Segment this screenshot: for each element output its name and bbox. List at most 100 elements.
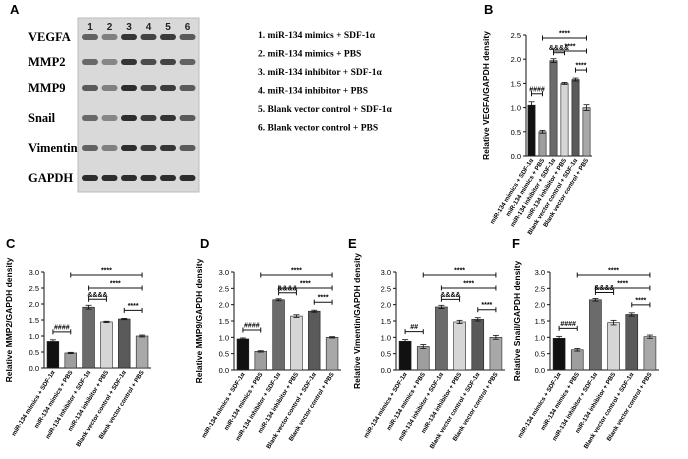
- bar: [118, 318, 131, 369]
- legend-item: 1. miR-134 mimics + SDF-1α: [258, 31, 376, 41]
- significance-label: ****: [559, 31, 570, 38]
- blot-protein-label: MMP9: [28, 81, 65, 95]
- significance-label: ####: [529, 86, 545, 93]
- blot-band: [101, 34, 118, 40]
- y-tick-label: 0.5: [511, 128, 521, 137]
- y-axis-label: Relative Snail/GAPDH density: [512, 261, 522, 382]
- significance-label: ****: [454, 268, 465, 275]
- blot-band: [160, 115, 176, 121]
- blot-bands: [82, 34, 196, 181]
- bar: [552, 338, 566, 371]
- significance-label: ####: [244, 322, 260, 329]
- bar: [549, 60, 558, 157]
- bar: [643, 336, 657, 371]
- blot-band: [179, 145, 196, 151]
- significance-label: ****: [463, 281, 474, 288]
- significance-label: ####: [54, 324, 70, 331]
- y-tick-label: 2.5: [511, 31, 521, 40]
- blot-lane-number: 6: [185, 22, 191, 33]
- bar: [435, 306, 448, 371]
- bar: [453, 321, 466, 371]
- y-axis-label: Relative Vimentin/GAPDH density: [352, 253, 362, 389]
- panel-label-e: E: [348, 236, 357, 251]
- bar: [607, 322, 620, 371]
- significance-label: ****: [481, 302, 492, 309]
- legend-item: 3. miR-134 inhibitor + SDF-1α: [258, 68, 382, 78]
- bar: [589, 299, 602, 371]
- panel-label-d: D: [200, 236, 209, 251]
- y-tick-label: 3.0: [381, 268, 391, 277]
- legend-item: 4. miR-134 inhibitor + PBS: [258, 87, 368, 97]
- blot-protein-label: Vimentin: [28, 141, 78, 155]
- bar: [254, 351, 267, 371]
- significance-label: ****: [565, 44, 576, 51]
- y-tick-label: 3.0: [219, 268, 229, 277]
- y-tick-label: 0.0: [535, 366, 545, 375]
- y-axis-label: Relative MMP2/GAPDH density: [4, 257, 14, 382]
- significance-label: ****: [617, 281, 628, 288]
- y-tick-label: 3.0: [535, 268, 545, 277]
- y-tick-label: 0.0: [219, 366, 229, 375]
- blot-band: [179, 59, 196, 65]
- bar: [538, 131, 547, 157]
- significance-label: ****: [635, 297, 646, 304]
- y-tick-label: 1.0: [511, 104, 521, 113]
- blot-band: [179, 175, 196, 181]
- y-tick-label: 1.0: [29, 332, 39, 341]
- treatment-legend: 1. miR-134 mimics + SDF-1α 2. miR-134 mim…: [258, 31, 393, 134]
- y-tick-label: 0.5: [535, 350, 545, 359]
- chart-panel-b: 0.0 0.5 1.0 1.5 2.0 2.5 Relative VEGFA/GAPDH d…: [481, 31, 592, 236]
- blot-band: [82, 85, 98, 91]
- legend-item: 2. miR-134 mimics + PBS: [258, 50, 361, 60]
- y-tick-label: 1.5: [29, 316, 39, 325]
- y-tick-label: 2.5: [29, 284, 39, 293]
- significance-label: ####: [560, 321, 576, 328]
- blot-band: [82, 115, 98, 121]
- bar: [272, 299, 285, 371]
- blot-band: [121, 34, 137, 40]
- significance-label: &&&&: [87, 292, 107, 299]
- bar: [290, 315, 303, 371]
- y-tick-label: 1.5: [535, 317, 545, 326]
- y-tick-label: 1.0: [535, 333, 545, 342]
- significance-label: &&&&: [277, 285, 297, 292]
- western-blot: 1 2 3 4 5 6 VEGFA MMP2 MMP9 Snail Vimentin GAPDH: [28, 17, 200, 193]
- blot-band: [121, 115, 137, 121]
- blot-band: [179, 115, 196, 121]
- blot-band: [140, 115, 157, 121]
- blot-band: [160, 175, 176, 181]
- y-tick-label: 2.0: [535, 301, 545, 310]
- bar: [489, 337, 503, 371]
- blot-band: [101, 175, 118, 181]
- significance-label: &&&&: [440, 292, 460, 299]
- blot-band: [140, 145, 157, 151]
- blot-protein-labels: VEGFA MMP2 MMP9 Snail Vimentin GAPDH: [28, 30, 78, 185]
- y-tick-label: 3.0: [29, 268, 39, 277]
- blot-lane-number: 5: [165, 22, 171, 33]
- y-tick-label: 1.0: [219, 333, 229, 342]
- legend-item: 5. Blank vector control + SDF-1α: [258, 105, 393, 115]
- blot-band: [101, 59, 118, 65]
- blot-lane-number: 3: [126, 22, 132, 33]
- y-tick-label: 0.0: [29, 364, 39, 373]
- y-axis-label: Relative MMP9/GAPDH density: [194, 258, 204, 383]
- bar: [46, 341, 60, 369]
- significance-label: &&&&: [549, 45, 569, 52]
- bar: [560, 83, 569, 157]
- bar: [416, 346, 430, 371]
- significance-label: ****: [101, 268, 112, 275]
- y-tick-label: 0.5: [219, 350, 229, 359]
- significance-label: ****: [110, 281, 121, 288]
- blot-lane-number: 2: [107, 22, 113, 33]
- significance-label: ****: [576, 63, 587, 70]
- blot-band: [121, 145, 137, 151]
- blot-band: [140, 85, 157, 91]
- y-tick-label: 0.5: [29, 348, 39, 357]
- blot-band: [179, 85, 196, 91]
- blot-band: [82, 145, 98, 151]
- blot-band: [160, 145, 176, 151]
- blot-band: [140, 175, 157, 181]
- bar: [82, 306, 95, 369]
- blot-lane-numbers: 1 2 3 4 5 6: [87, 22, 191, 33]
